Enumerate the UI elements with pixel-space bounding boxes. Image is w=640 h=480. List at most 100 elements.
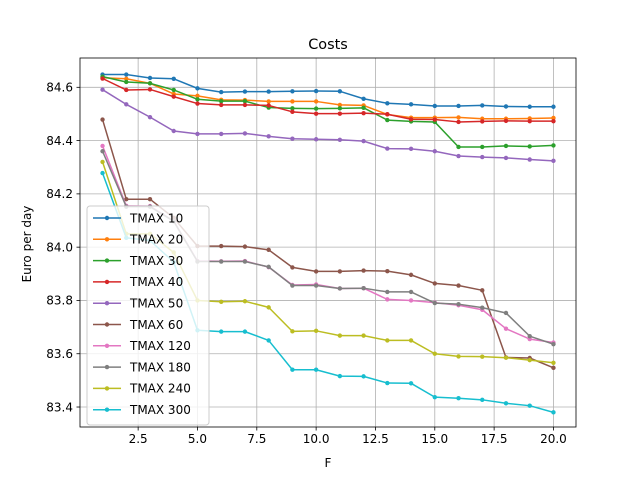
data-point <box>503 155 509 161</box>
data-point <box>100 143 105 149</box>
data-point <box>432 281 437 286</box>
legend-item: TMAX 180 <box>93 360 191 374</box>
plot-area-frame <box>79 57 577 428</box>
legend-swatch-marker <box>104 237 110 242</box>
data-point <box>219 89 224 95</box>
legend-label: TMAX 50 <box>129 297 183 311</box>
legend-label: TMAX 10 <box>129 211 183 225</box>
x-tick-label: 2.5 <box>129 432 148 446</box>
data-point <box>408 102 414 107</box>
data-point <box>361 285 366 291</box>
x-tick-label: 12.5 <box>362 432 389 446</box>
legend-item: TMAX 120 <box>93 339 191 353</box>
legend-swatch-marker <box>104 343 110 348</box>
y-tick-label: 84.4 <box>46 134 73 148</box>
data-point <box>195 131 200 137</box>
data-point <box>527 403 532 408</box>
data-point <box>385 112 390 117</box>
legend-swatch-marker <box>104 258 110 263</box>
data-point <box>337 106 343 111</box>
data-point <box>480 103 485 108</box>
data-point <box>100 159 105 165</box>
data-point <box>408 272 414 278</box>
data-point <box>147 87 153 92</box>
data-point <box>242 259 248 264</box>
legend-item: TMAX 30 <box>93 254 183 268</box>
data-point <box>242 244 248 249</box>
legend-item: TMAX 300 <box>93 403 191 417</box>
data-point <box>361 333 366 338</box>
data-point <box>432 300 437 306</box>
data-point <box>456 283 461 288</box>
legend-label: TMAX 180 <box>129 360 191 374</box>
data-point <box>480 144 485 150</box>
data-point <box>124 79 129 85</box>
x-tick-label: 20.0 <box>540 432 567 446</box>
data-point <box>242 98 248 104</box>
data-point <box>456 301 461 307</box>
data-point <box>503 118 509 124</box>
data-point <box>313 283 319 288</box>
data-point <box>100 117 105 122</box>
data-point <box>171 128 176 134</box>
data-point <box>290 283 295 288</box>
data-point <box>171 94 176 99</box>
data-point <box>527 104 532 109</box>
data-point <box>408 146 414 152</box>
legend-swatch-marker <box>104 364 110 370</box>
data-point <box>551 143 556 148</box>
data-point <box>503 355 509 360</box>
series-line <box>102 89 554 162</box>
data-point <box>242 329 248 334</box>
y-tick-label: 83.4 <box>46 400 73 414</box>
data-point <box>147 114 153 120</box>
series-line <box>102 76 554 120</box>
data-point <box>503 401 509 406</box>
data-point <box>432 117 437 122</box>
data-point <box>266 338 271 343</box>
data-point <box>456 115 461 120</box>
data-point <box>242 102 248 108</box>
data-point <box>266 99 271 104</box>
data-point <box>337 111 343 116</box>
data-point <box>219 98 224 104</box>
y-tick-label: 84.0 <box>46 240 73 254</box>
data-point <box>219 131 224 137</box>
legend-swatch-marker <box>104 322 110 327</box>
data-point <box>408 338 414 343</box>
data-point <box>313 111 319 116</box>
data-point <box>385 146 390 151</box>
legend-swatch-marker <box>104 386 110 391</box>
legend-swatch-marker <box>104 407 110 412</box>
data-point <box>551 410 556 415</box>
legend-label: TMAX 30 <box>129 254 183 268</box>
data-point <box>313 328 319 334</box>
chart-title: Costs <box>308 37 348 53</box>
data-point <box>171 76 176 81</box>
series-line <box>102 77 554 123</box>
data-point <box>432 103 437 109</box>
data-point <box>100 76 105 81</box>
x-tick-label: 10.0 <box>303 432 330 446</box>
y-tick-label: 83.6 <box>46 347 73 361</box>
data-point <box>480 154 485 160</box>
data-point <box>195 86 200 91</box>
data-point <box>290 89 295 94</box>
data-point <box>290 265 295 270</box>
data-point <box>337 137 343 142</box>
data-point <box>527 144 532 149</box>
legend-label: TMAX 40 <box>129 275 183 289</box>
data-point <box>361 96 366 101</box>
data-point <box>313 88 319 94</box>
data-point <box>266 247 271 253</box>
data-point <box>503 326 509 331</box>
x-tick-label: 7.5 <box>247 432 266 446</box>
data-point <box>100 87 105 92</box>
series-tmax-50 <box>100 87 556 164</box>
data-point <box>337 102 343 108</box>
data-point <box>313 367 319 372</box>
data-point <box>551 104 556 109</box>
data-point <box>313 137 319 142</box>
legend-item: TMAX 60 <box>93 318 183 332</box>
